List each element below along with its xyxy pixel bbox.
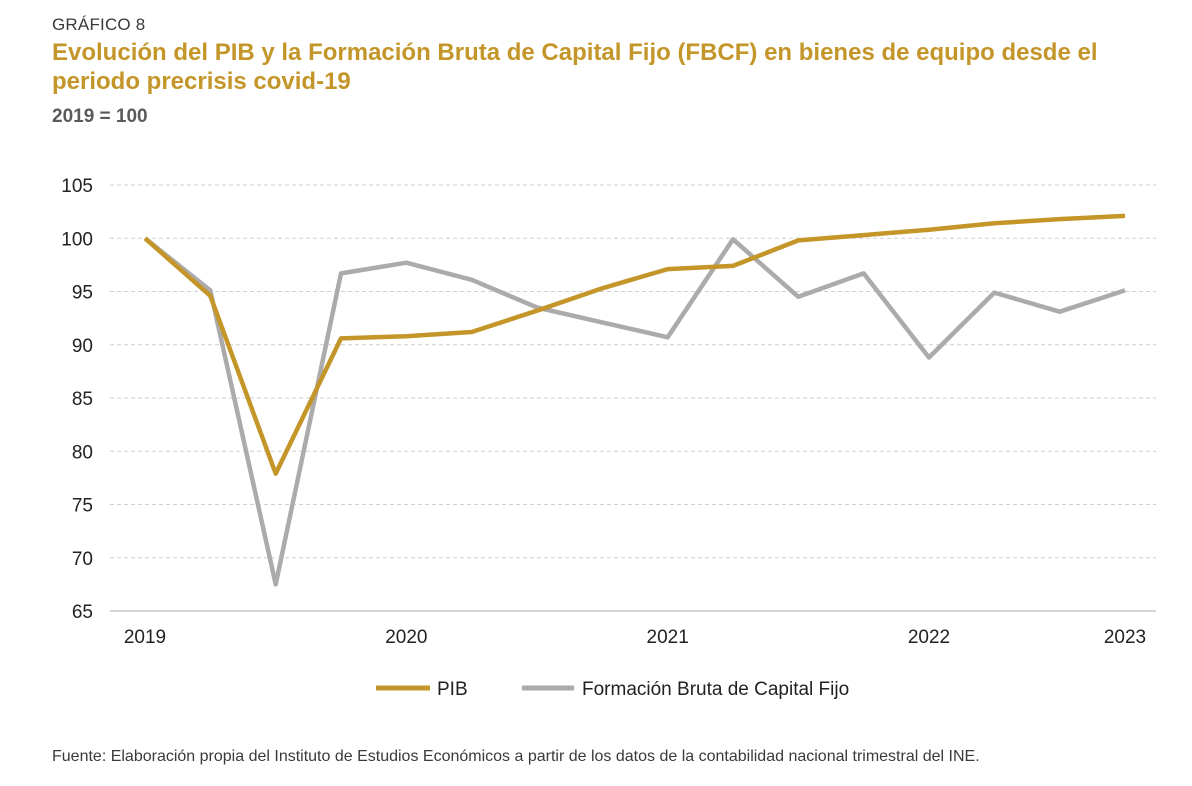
chart-subtitle: 2019 = 100 [52, 106, 148, 127]
chart-header: GRÁFICO 8 Evolución del PIB y la Formaci… [52, 14, 1162, 130]
y-tick-label: 100 [61, 229, 93, 250]
legend-label-fbcf: Formación Bruta de Capital Fijo [582, 679, 849, 700]
y-tick-label: 70 [72, 549, 93, 570]
series-line-pib [143, 213, 1126, 476]
y-tick-label: 65 [72, 602, 93, 623]
x-tick-label: 2019 [124, 627, 166, 648]
x-tick-label: 2023 [1104, 627, 1146, 648]
y-tick-label: 75 [72, 496, 93, 517]
legend-label-pib: PIB [437, 679, 468, 700]
chart-title: Evolución del PIB y la Formación Bruta d… [52, 39, 1098, 95]
series-line-fbcf [143, 236, 1126, 587]
x-tick-label: 2021 [647, 627, 689, 648]
y-tick-label: 90 [72, 336, 93, 357]
y-tick-label: 105 [61, 176, 93, 197]
x-tick-label: 2020 [385, 627, 427, 648]
x-tick-label: 2022 [908, 627, 950, 648]
y-tick-label: 85 [72, 389, 93, 410]
source-note: Fuente: Elaboración propia del Instituto… [52, 748, 980, 765]
y-tick-label: 95 [72, 283, 93, 304]
line-chart: 65 70 75 80 85 90 95 100 105 2019 2020 2021 2022 2023… [61, 176, 1156, 700]
chart-number-label: GRÁFICO 8 [52, 15, 146, 34]
y-tick-label: 80 [72, 442, 93, 463]
